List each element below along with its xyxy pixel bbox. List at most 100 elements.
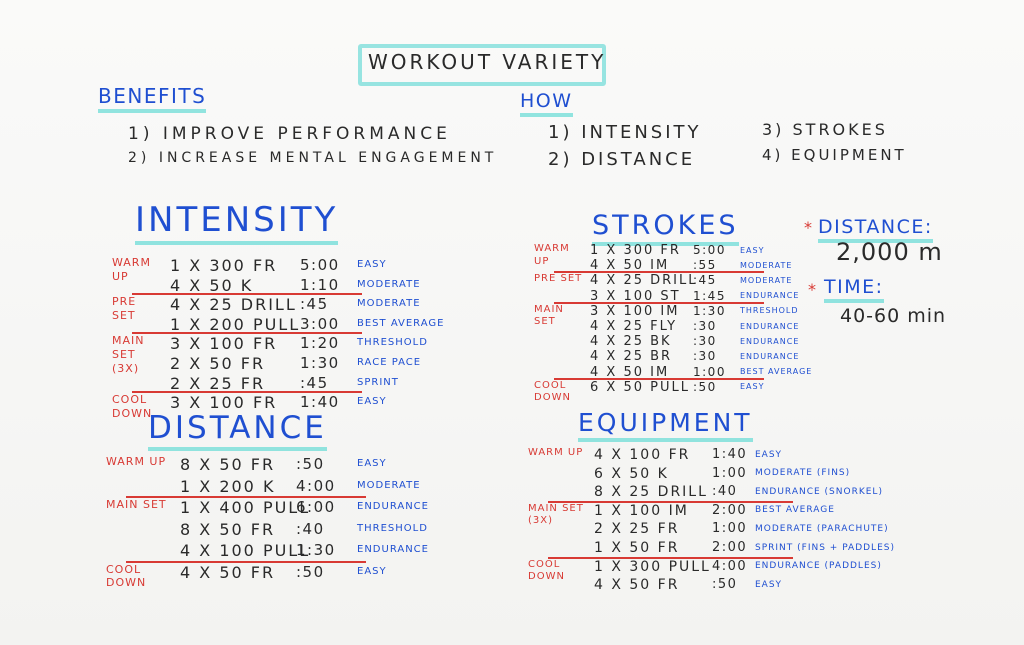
group-label: COOL DOWN xyxy=(112,393,153,420)
title-highlight xyxy=(358,44,606,86)
interval-text: :40 xyxy=(712,484,738,500)
group-divider xyxy=(548,556,793,559)
group-label: WARM UP xyxy=(528,447,584,458)
interval-text: :50 xyxy=(712,577,738,593)
interval-text: 4:00 xyxy=(296,476,336,495)
interval-text: :45 xyxy=(300,295,329,314)
set-text: 1 X 100 IM xyxy=(594,502,689,519)
how-item: 3) STROKES xyxy=(762,120,888,139)
interval-text: 2:00 xyxy=(712,540,748,555)
group-label: MAIN SET (3X) xyxy=(112,334,145,375)
group-divider xyxy=(132,293,362,296)
group-label: COOL DOWN xyxy=(534,379,571,404)
group-divider xyxy=(548,500,793,503)
set-text: 3 X 100 ST xyxy=(590,288,681,304)
board-title: WORKOUT VARIETY xyxy=(368,50,607,74)
group-label: MAIN SET (3X) xyxy=(528,502,584,527)
interval-text: 4:00 xyxy=(712,558,748,574)
pace-note: EASY xyxy=(357,458,387,469)
set-text: 4 X 50 FR xyxy=(594,577,680,594)
summary-label: DISTANCE: xyxy=(818,216,933,243)
group-label: MAIN SET xyxy=(534,303,564,328)
pace-note: EASY xyxy=(357,396,387,408)
group-label: COOL DOWN xyxy=(528,558,565,583)
interval-text: 3:00 xyxy=(300,314,340,333)
set-text: 4 X 50 FR xyxy=(180,562,276,582)
set-text: 1 X 200 K xyxy=(180,476,276,496)
pace-note: ENDURANCE (PADDLES) xyxy=(755,561,882,572)
interval-text: 1:45 xyxy=(693,288,726,303)
set-text: 8 X 50 FR xyxy=(180,455,276,474)
interval-text: 1:00 xyxy=(693,364,726,379)
pace-note: MODERATE xyxy=(357,479,421,491)
pace-note: SPRINT (FINS + PADDLES) xyxy=(755,542,895,553)
pace-note: THRESHOLD xyxy=(357,522,428,534)
interval-text: 1:00 xyxy=(712,521,748,537)
bullet: * xyxy=(808,280,818,299)
section-title: DISTANCE xyxy=(148,410,327,451)
set-text: 2 X 25 FR xyxy=(594,521,680,538)
group-divider xyxy=(126,496,366,498)
pace-note: MODERATE xyxy=(740,260,793,270)
set-text: 8 X 50 FR xyxy=(180,519,276,539)
interval-text: 1:00 xyxy=(712,465,748,481)
set-text: 8 X 25 DRILL xyxy=(594,484,708,501)
interval-text: :50 xyxy=(693,379,717,394)
pace-note: THRESHOLD xyxy=(740,306,799,316)
set-text: 3 X 100 FR xyxy=(170,334,278,354)
interval-text: 5:00 xyxy=(300,256,340,274)
group-divider xyxy=(554,271,764,274)
pace-note: MODERATE (FINS) xyxy=(755,468,851,479)
pace-note: EASY xyxy=(357,565,387,577)
group-label: WARM UP xyxy=(112,256,151,283)
set-text: 3 X 100 IM xyxy=(590,303,680,319)
pace-note: ENDURANCE xyxy=(740,336,800,346)
pace-note: ENDURANCE xyxy=(357,501,429,512)
set-text: 4 X 100 FR xyxy=(594,447,691,463)
pace-note: ENDURANCE xyxy=(740,291,800,301)
interval-text: 6:00 xyxy=(296,498,336,516)
group-divider xyxy=(126,560,366,563)
set-text: 4 X 25 BR xyxy=(590,349,673,365)
group-label: COOL DOWN xyxy=(106,562,147,590)
pace-note: BEST AVERAGE xyxy=(740,367,813,377)
group-divider xyxy=(554,377,764,380)
interval-text: 2:00 xyxy=(712,502,748,518)
interval-text: 1:40 xyxy=(712,447,748,462)
interval-text: :45 xyxy=(300,373,329,392)
set-text: 4 X 25 BK xyxy=(590,334,672,350)
set-text: 6 X 50 PULL xyxy=(590,379,690,395)
pace-note: MODERATE (PARACHUTE) xyxy=(755,523,889,534)
set-text: 3 X 100 FR xyxy=(170,393,278,413)
set-text: 6 X 50 K xyxy=(594,465,669,482)
how-item: 1) INTENSITY xyxy=(548,122,702,143)
set-text: 4 X 50 K xyxy=(170,275,254,295)
group-label: WARM UP xyxy=(106,455,167,468)
set-text: 1 X 300 PULL xyxy=(594,558,711,575)
pace-note: ENDURANCE xyxy=(357,544,429,555)
group-label: MAIN SET xyxy=(106,498,167,511)
pace-note: BEST AVERAGE xyxy=(755,505,835,516)
set-text: 2 X 25 FR xyxy=(170,373,266,393)
group-divider xyxy=(132,391,362,394)
group-divider xyxy=(132,332,362,335)
set-text: 1 X 300 FR xyxy=(590,243,681,258)
interval-text: :30 xyxy=(693,319,717,333)
summary-value: 40-60 min xyxy=(840,305,947,327)
interval-text: :45 xyxy=(693,273,717,288)
interval-text: :40 xyxy=(296,519,325,538)
group-label: PRE SET xyxy=(534,273,583,285)
benefits-heading: BENEFITS xyxy=(98,84,207,113)
bullet: * xyxy=(804,218,814,237)
set-text: 1 X 300 FR xyxy=(170,256,278,275)
benefit-item: 1) IMPROVE PERFORMANCE xyxy=(128,124,451,144)
set-text: 4 X 100 PULL xyxy=(180,541,311,560)
set-text: 2 X 50 FR xyxy=(170,354,266,373)
group-divider xyxy=(554,301,764,304)
set-text: 1 X 400 PULL xyxy=(180,498,311,517)
interval-text: :30 xyxy=(693,334,717,349)
how-item: 2) DISTANCE xyxy=(548,149,696,170)
group-label: WARM UP xyxy=(534,243,570,267)
set-text: 4 X 25 FLY xyxy=(590,319,678,334)
